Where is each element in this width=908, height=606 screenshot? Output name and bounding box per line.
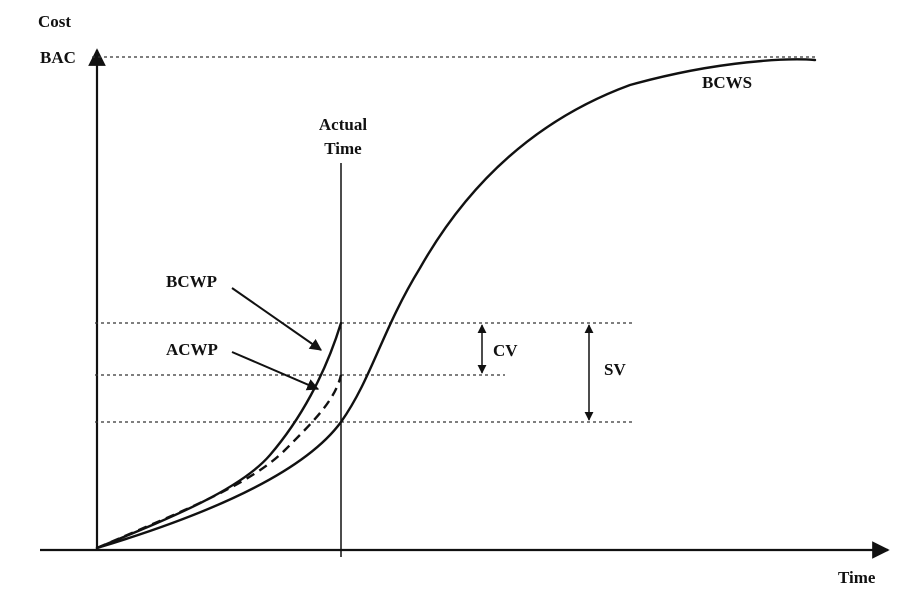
y-axis-label: Cost (38, 12, 71, 31)
bcws-label: BCWS (702, 73, 752, 92)
bcwp-label: BCWP (166, 272, 217, 291)
sv-label: SV (604, 360, 626, 379)
cv-label: CV (493, 341, 518, 360)
bcwp-curve (95, 321, 343, 550)
bcwp-pointer (231, 287, 322, 351)
x-axis-label: Time (838, 568, 876, 587)
bac-label: BAC (40, 48, 76, 67)
acwp-pointer (231, 351, 320, 391)
actual-time-label-line2: Time (324, 139, 362, 158)
bcws-curve (95, 58, 817, 550)
acwp-curve (96, 374, 343, 550)
acwp-label: ACWP (166, 340, 218, 359)
actual-time-label-line1: Actual (319, 115, 367, 134)
